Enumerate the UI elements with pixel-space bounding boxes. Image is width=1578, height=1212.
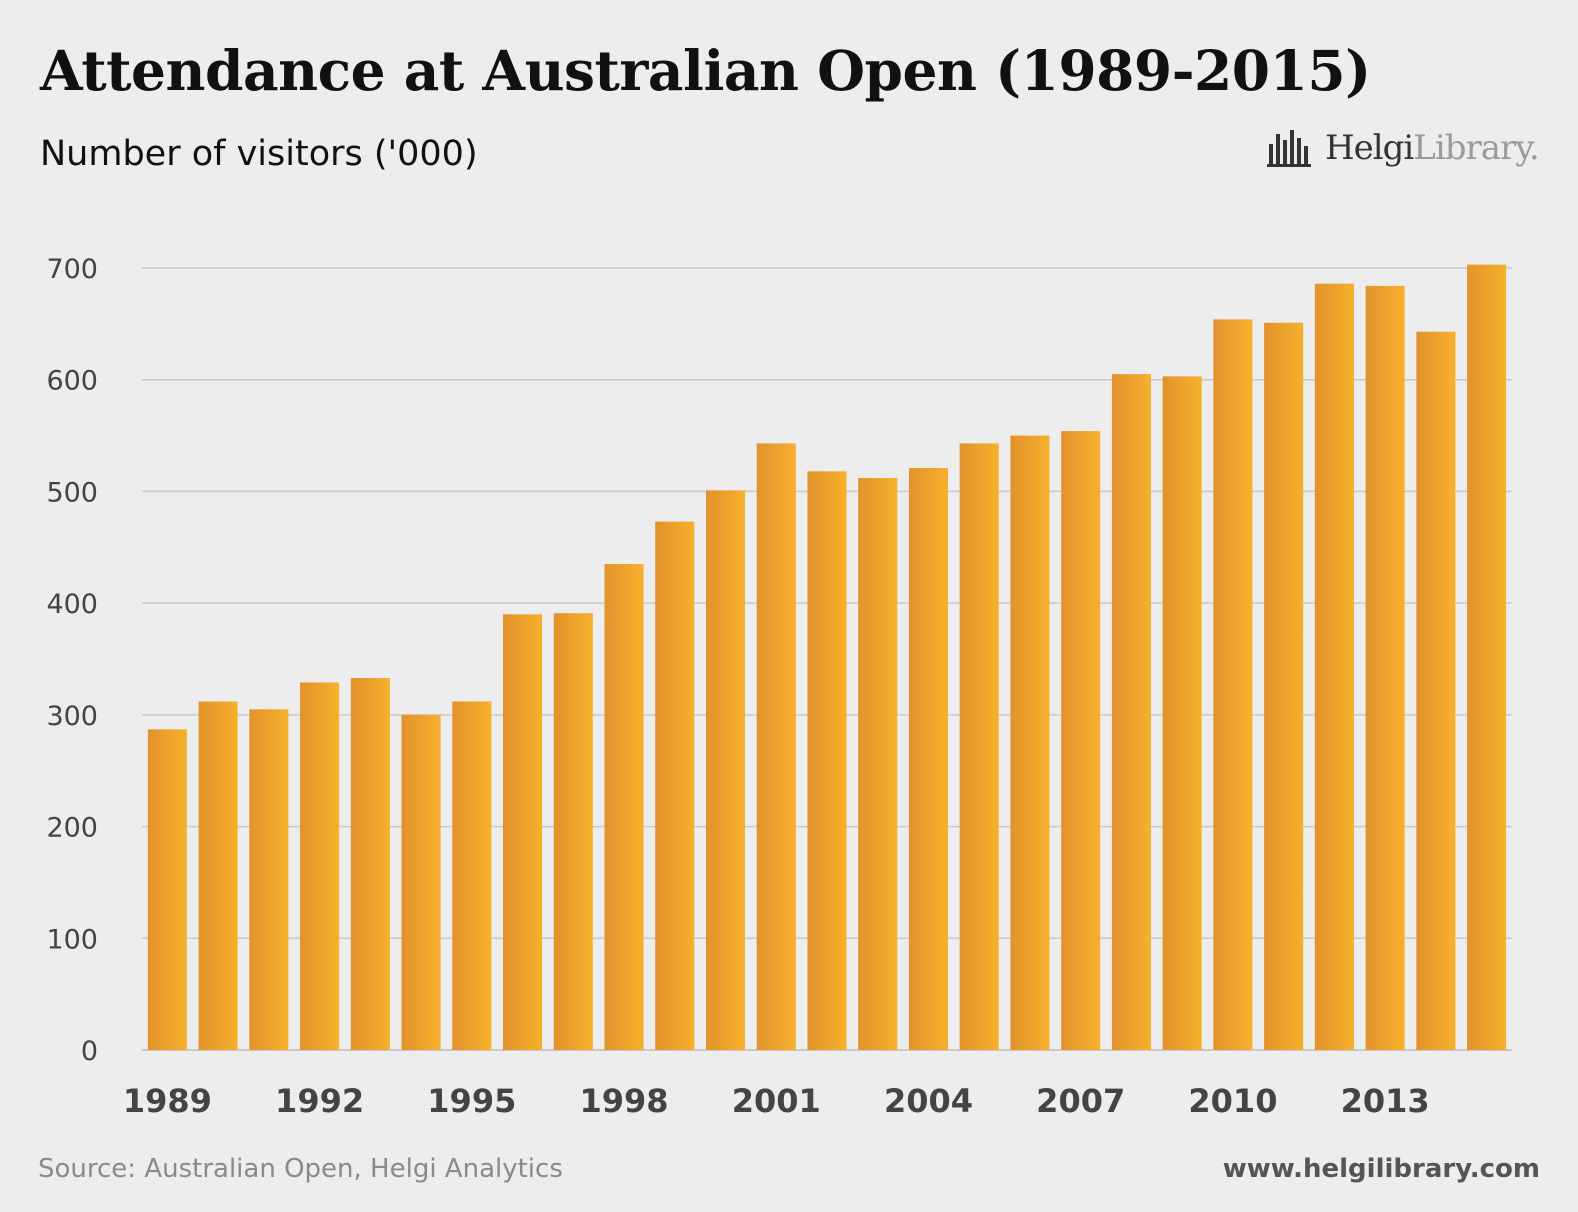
- bar-2009: [1162, 376, 1202, 1050]
- bar-2013: [1365, 285, 1405, 1051]
- website-link[interactable]: www.helgilibrary.com: [1222, 1154, 1540, 1184]
- y-tick-label: 200: [46, 813, 98, 844]
- bar-2003: [858, 478, 898, 1051]
- bar-1999: [655, 521, 695, 1050]
- bar-1994: [401, 714, 441, 1050]
- bar-2008: [1111, 374, 1151, 1051]
- x-tick-label: 2013: [1341, 1082, 1430, 1120]
- x-tick-label: 2001: [732, 1082, 821, 1120]
- bar-2007: [1061, 431, 1101, 1050]
- bar-1993: [350, 677, 390, 1050]
- x-tick-label: 1998: [580, 1082, 669, 1120]
- bar-2001: [756, 443, 796, 1050]
- bar-1997: [553, 613, 593, 1050]
- bar-chart-icon: [1267, 130, 1311, 167]
- bar-2014: [1416, 331, 1456, 1051]
- bar-2012: [1314, 283, 1354, 1050]
- bar-1996: [503, 614, 543, 1050]
- helgi-library-logo[interactable]: HelgiLibrary.: [1265, 122, 1540, 174]
- bar-1991: [249, 709, 289, 1050]
- logo-name: Helgi: [1325, 128, 1414, 168]
- bars: [147, 264, 1507, 1051]
- bar-2005: [959, 443, 999, 1050]
- y-tick-label: 0: [81, 1036, 98, 1067]
- bar-2000: [705, 490, 746, 1051]
- logo-suffix: Library.: [1413, 128, 1539, 168]
- y-tick-label: 700: [46, 254, 98, 285]
- x-tick-label: 1989: [123, 1082, 212, 1120]
- chart-subtitle: Number of visitors ('000): [40, 134, 478, 174]
- source-note: Source: Australian Open, Helgi Analytics: [38, 1154, 563, 1184]
- bar-2011: [1264, 322, 1304, 1050]
- x-tick-label: 1995: [427, 1082, 516, 1120]
- x-axis-ticks: 1989 1992 1995 1998 2001 2004 2007 2010 2013: [123, 1082, 1430, 1120]
- bar-chart: 0 100 200 300 400 500 600 700 1989 1992 1995 1998 2…: [46, 254, 1512, 1120]
- bar-1989: [147, 729, 187, 1050]
- bar-1992: [300, 682, 340, 1050]
- x-tick-label: 2007: [1036, 1082, 1125, 1120]
- bar-1995: [452, 701, 492, 1050]
- y-tick-label: 300: [46, 701, 98, 732]
- logo-wordmark: HelgiLibrary.: [1325, 128, 1540, 168]
- x-tick-label: 1992: [275, 1082, 364, 1120]
- bar-2015: [1467, 264, 1507, 1050]
- x-tick-label: 2004: [884, 1082, 973, 1120]
- x-tick-label: 2010: [1188, 1082, 1277, 1120]
- y-tick-label: 600: [46, 366, 98, 397]
- bar-2010: [1213, 319, 1253, 1051]
- bar-2004: [908, 467, 949, 1050]
- y-axis-ticks: 0 100 200 300 400 500 600 700: [46, 254, 98, 1067]
- bar-2006: [1010, 435, 1050, 1051]
- y-tick-label: 400: [46, 589, 98, 620]
- bar-1998: [604, 564, 644, 1050]
- y-tick-label: 500: [46, 477, 98, 508]
- bar-2002: [807, 471, 847, 1050]
- bar-1990: [198, 701, 238, 1050]
- y-tick-label: 100: [46, 924, 98, 955]
- chart-title: Attendance at Australian Open (1989-2015…: [40, 38, 1371, 103]
